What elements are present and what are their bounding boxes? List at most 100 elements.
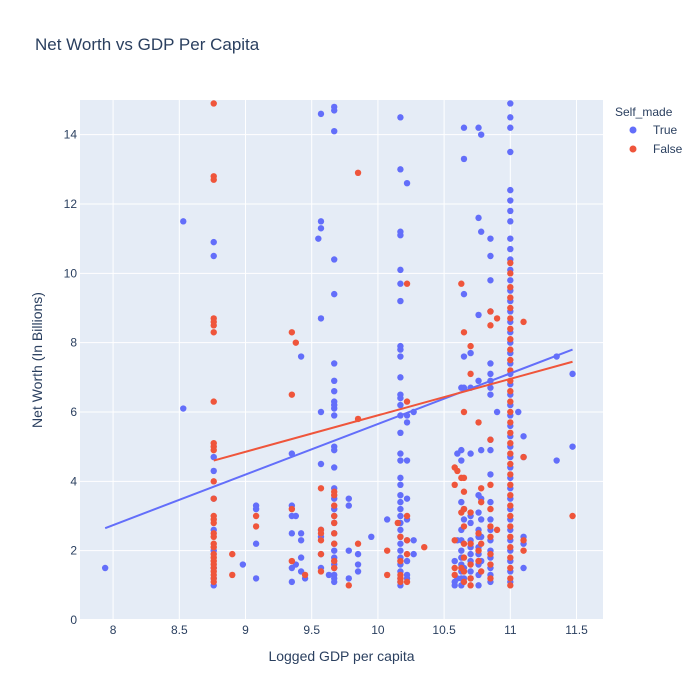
point-true (345, 575, 352, 582)
point-true (397, 166, 404, 173)
point-false (317, 550, 325, 558)
point-false (507, 471, 514, 478)
point-false (507, 259, 514, 267)
point-false (507, 533, 514, 540)
point-true (331, 377, 338, 384)
point-false (397, 533, 404, 540)
point-false (460, 568, 468, 575)
point-true (252, 575, 260, 582)
point-true (397, 526, 404, 534)
point-true (331, 464, 338, 471)
legend-marker-false (629, 145, 637, 153)
point-false (383, 571, 391, 579)
point-false (210, 478, 217, 485)
point-true (458, 457, 465, 464)
point-false (487, 523, 494, 530)
point-true (451, 557, 458, 565)
point-false (487, 481, 494, 488)
point-false (451, 481, 458, 488)
point-false (507, 554, 514, 561)
point-false (301, 571, 309, 579)
point-false (507, 523, 514, 530)
point-false (467, 582, 474, 589)
point-true (180, 218, 187, 225)
point-true (460, 290, 468, 298)
point-true (397, 114, 404, 121)
point-true (460, 516, 468, 523)
point-false (460, 523, 468, 530)
point-true (397, 481, 404, 488)
point-true (403, 557, 411, 565)
point-true (397, 429, 404, 436)
point-true (507, 235, 514, 242)
point-true (397, 353, 404, 360)
point-true (475, 214, 482, 222)
point-true (397, 457, 404, 464)
point-true (460, 155, 468, 163)
point-true (397, 401, 404, 409)
point-true (252, 505, 260, 513)
point-true (507, 245, 514, 253)
point-false (354, 540, 362, 547)
point-false (288, 391, 296, 398)
point-true (345, 495, 352, 502)
x-tick-label: 9 (242, 623, 249, 637)
plot-area (80, 100, 603, 620)
point-false (467, 370, 474, 378)
point-true (297, 353, 305, 360)
point-false (507, 336, 514, 343)
point-true (397, 512, 404, 520)
point-false (507, 440, 514, 447)
trendline-false (213, 360, 573, 462)
point-true (354, 550, 362, 558)
point-true (507, 124, 514, 131)
point-true (475, 311, 482, 319)
point-false (477, 568, 485, 575)
point-false (229, 571, 236, 579)
point-true (467, 550, 474, 558)
point-true (451, 582, 458, 589)
point-false (520, 453, 527, 461)
point-true (383, 516, 391, 523)
point-true (397, 450, 404, 457)
point-false (331, 530, 338, 537)
point-true (397, 540, 404, 547)
point-false (317, 568, 325, 575)
point-true (397, 346, 404, 353)
point-false (421, 544, 428, 551)
point-false (493, 315, 501, 322)
point-true (569, 443, 576, 450)
point-true (331, 578, 338, 586)
point-true (397, 492, 404, 499)
point-false (331, 512, 338, 520)
point-true (331, 256, 338, 263)
point-false (210, 544, 217, 551)
point-false (331, 557, 338, 565)
x-axis-ticks: 8 8.5 9 9.5 10 10.5 11 11.5 (110, 623, 588, 637)
point-true (507, 197, 514, 204)
point-true (297, 530, 305, 537)
point-true (520, 564, 527, 572)
point-true (345, 502, 352, 509)
point-true (317, 110, 325, 118)
point-true (331, 388, 338, 395)
point-false (252, 523, 260, 530)
y-axis-ticks: 0 2 4 6 8 10 12 14 (64, 128, 78, 627)
point-false (467, 575, 474, 582)
point-false (507, 356, 514, 364)
point-true (397, 394, 404, 402)
point-false (477, 540, 485, 547)
point-true (315, 235, 322, 242)
point-true (297, 554, 305, 561)
point-false (403, 398, 411, 405)
point-true (487, 252, 494, 260)
point-false (460, 554, 468, 561)
point-false (460, 408, 468, 416)
point-false (331, 492, 338, 499)
point-false (487, 575, 494, 582)
point-false (403, 578, 411, 586)
point-false (331, 502, 338, 509)
y-tick-label: 8 (70, 336, 77, 350)
point-true (317, 225, 325, 232)
point-false (507, 582, 514, 589)
